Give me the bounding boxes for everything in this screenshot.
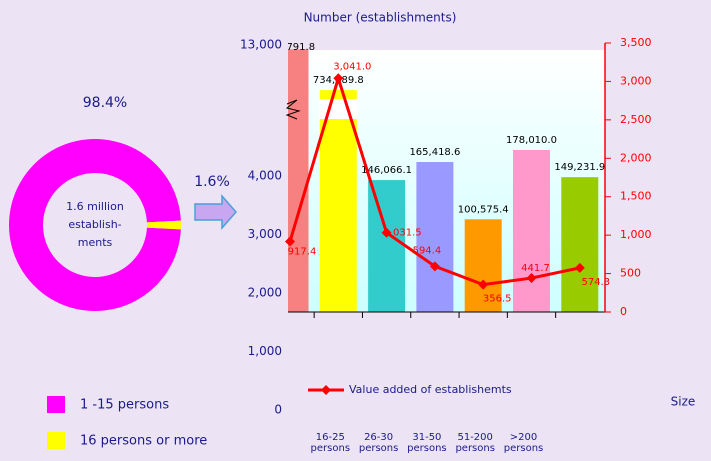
y2-tick-label: 500 <box>620 267 641 280</box>
y2-tick-label: 0 <box>620 305 627 318</box>
y2-tick-label: 2,500 <box>620 113 652 126</box>
donut-slice <box>146 220 181 230</box>
legend-marker <box>321 385 331 395</box>
bars: 3,791.8 <box>277 42 599 312</box>
bar-label: 146,066.1 <box>361 165 412 176</box>
line-value-label: 441.7 <box>521 263 550 274</box>
y-tick-label: 13,000 <box>240 38 282 52</box>
bar-label: 3,791.8 <box>277 42 315 53</box>
y-tick-label: 2,000 <box>248 286 282 300</box>
line-marker <box>381 227 392 238</box>
bar <box>561 177 599 312</box>
bar-label: 100,575.4 <box>458 204 509 215</box>
arrow <box>194 194 237 230</box>
line-marker <box>478 279 489 290</box>
line-marker <box>574 262 585 273</box>
bar-label: 149,231.9 <box>554 162 605 173</box>
y2-tick-label: 3,000 <box>620 74 652 87</box>
legend-label: 1 -15 persons <box>80 398 169 413</box>
line-value-label: 917.4 <box>288 246 317 257</box>
legend-swatch <box>47 432 65 449</box>
line-value-label: 594.4 <box>413 245 442 256</box>
y-tick-label: 4,000 <box>248 169 282 183</box>
bar <box>513 149 550 312</box>
center-text: ments <box>78 236 113 249</box>
line-marker <box>285 236 295 247</box>
line-value-label: 574.3 <box>581 277 610 288</box>
y2-tick-label: 2,000 <box>620 151 652 164</box>
axis-break <box>318 99 358 119</box>
bar <box>288 49 309 312</box>
y2-tick-label: 3,500 <box>620 36 652 49</box>
line-marker <box>429 261 440 272</box>
axis-break-mark <box>285 99 301 120</box>
y2-tick-label: 1,000 <box>620 228 652 241</box>
y-tick-label: 3,000 <box>248 227 282 241</box>
x-tick-label: 26-30 persons <box>358 432 399 454</box>
center-text: 1.6 million <box>66 200 124 213</box>
bar <box>416 162 454 312</box>
donut-slice <box>9 138 181 311</box>
chart-title: Number (establishments) <box>304 11 457 25</box>
bar-label: 165,418.6 <box>409 147 460 158</box>
bar <box>319 90 357 312</box>
line-marker <box>333 73 344 84</box>
legend-label: 16 persons or more <box>80 434 207 449</box>
slice-label: 98.4% <box>83 95 127 111</box>
x-tick-label: 31-50 persons <box>407 432 447 454</box>
line-value-label: 356.5 <box>483 294 512 305</box>
line-marker <box>526 273 537 284</box>
y-tick-label: 0 <box>274 403 282 417</box>
bar-label: 178,010.0 <box>506 135 557 146</box>
slice-label: 1.6% <box>194 174 230 190</box>
y2-tick-label: 1,500 <box>620 190 652 203</box>
x-tick-label: >200 persons <box>503 432 544 454</box>
center-text: establish- <box>68 218 121 231</box>
x-tick-label: 51-200 persons <box>455 432 495 454</box>
bar <box>368 180 406 312</box>
legend-label: Value added of establishemts <box>349 383 512 396</box>
line-value-label: 1,031.5 <box>384 228 422 239</box>
bar <box>464 219 502 312</box>
line-value-label: 3,041.0 <box>333 61 371 72</box>
x-tick-label: 16-25 persons <box>310 432 351 454</box>
y-tick-label: 1,000 <box>248 344 282 358</box>
x-axis-label: Size <box>671 395 696 409</box>
legend-swatch <box>47 396 65 413</box>
